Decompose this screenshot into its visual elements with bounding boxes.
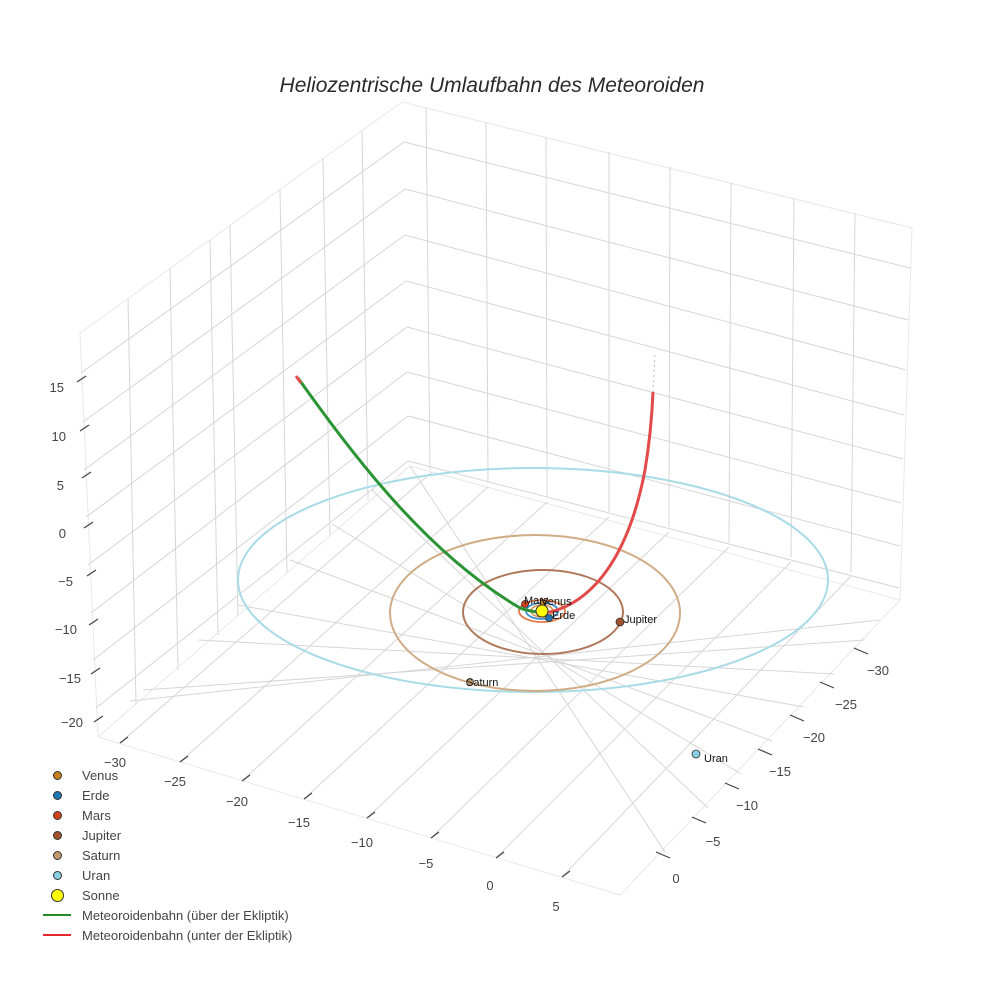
mars-marker-icon xyxy=(52,810,62,820)
legend-item-erde[interactable]: Erde xyxy=(38,785,292,805)
y-tick-0: 0 xyxy=(672,871,679,886)
jupiter-label: Jupiter xyxy=(624,614,657,626)
erde-marker xyxy=(545,614,553,622)
mars-marker xyxy=(521,600,529,608)
saturn-orbit xyxy=(389,534,681,692)
saturn-label: Saturn xyxy=(466,677,498,689)
uran-orbit xyxy=(237,467,829,693)
planet-markers[interactable] xyxy=(466,599,701,759)
drop-line xyxy=(652,353,656,393)
y-tick-m15: −15 xyxy=(769,764,791,779)
legend: Venus Erde Mars Jupiter Saturn Uran Sonn… xyxy=(38,765,292,945)
z-tick-m20: −20 xyxy=(61,715,83,730)
y-tick-m5: −5 xyxy=(706,834,721,849)
x-tick-m20: −20 xyxy=(226,794,248,809)
back-wall-grid xyxy=(401,101,913,601)
x-tick-m25: −25 xyxy=(164,774,186,789)
erde-label: Erde xyxy=(552,610,575,622)
legend-item-jupiter[interactable]: Jupiter xyxy=(38,825,292,845)
red-line-icon xyxy=(43,934,71,936)
legend-item-mars[interactable]: Mars xyxy=(38,805,292,825)
z-tick-15: 15 xyxy=(50,380,64,395)
x-axis: −30 −25 −20 −15 −10 −5 0 5 xyxy=(104,736,571,914)
z-tick-m10: −10 xyxy=(55,622,77,637)
y-tick-m20: −20 xyxy=(803,730,825,745)
x-tick-m10: −10 xyxy=(351,835,373,850)
jupiter-orbit xyxy=(462,569,624,655)
legend-item-trajectory-below[interactable]: Meteoroidenbahn (unter der Ekliptik) xyxy=(38,925,292,945)
legend-item-saturn[interactable]: Saturn xyxy=(38,845,292,865)
y-tick-m25: −25 xyxy=(835,697,857,712)
z-tick-0: 0 xyxy=(59,526,66,541)
trajectory-below-ecliptic xyxy=(544,391,655,615)
y-axis: −30 −25 −20 −15 −10 −5 0 xyxy=(655,647,889,886)
z-tick-10: 10 xyxy=(52,429,66,444)
legend-item-trajectory-above[interactable]: Meteoroidenbahn (über der Ekliptik) xyxy=(38,905,292,925)
mars-label: Mars xyxy=(524,595,549,607)
erde-marker-icon xyxy=(52,790,62,800)
meteoroid-trajectory xyxy=(294,353,656,615)
green-line-icon xyxy=(43,914,71,916)
sonne-marker xyxy=(535,604,549,618)
x-tick-m15: −15 xyxy=(288,815,310,830)
saturn-marker xyxy=(466,678,474,686)
venus-label: Venus xyxy=(541,596,572,608)
x-tick-5: 5 xyxy=(552,899,559,914)
planet-labels: Uran Saturn Jupiter Mars Venus Erde xyxy=(466,595,728,765)
x-tick-m5: −5 xyxy=(419,856,434,871)
z-tick-m5: −5 xyxy=(58,574,73,589)
jupiter-marker xyxy=(615,617,625,627)
y-tick-m30: −30 xyxy=(867,663,889,678)
legend-item-sonne[interactable]: Sonne xyxy=(38,885,292,905)
trajectory-end-red-top xyxy=(294,375,303,384)
left-wall-grid xyxy=(79,101,409,738)
x-tick-0: 0 xyxy=(486,878,493,893)
z-tick-m15: −15 xyxy=(59,671,81,686)
trajectory-above-ecliptic xyxy=(296,377,546,615)
x-tick-m30: −30 xyxy=(104,755,126,770)
sonne-marker-icon xyxy=(50,888,64,902)
uran-marker xyxy=(691,749,701,759)
planet-orbits xyxy=(237,467,829,693)
chart-title: Heliozentrische Umlaufbahn des Meteoroid… xyxy=(279,74,705,97)
z-tick-5: 5 xyxy=(57,478,64,493)
uran-label: Uran xyxy=(704,753,728,765)
venus-marker-icon xyxy=(52,770,62,780)
z-axis: 15 10 5 0 −5 −10 −15 −20 xyxy=(50,375,104,730)
floor-grid xyxy=(97,465,901,896)
legend-item-venus[interactable]: Venus xyxy=(38,765,292,785)
legend-item-uran[interactable]: Uran xyxy=(38,865,292,885)
saturn-marker-icon xyxy=(52,850,62,860)
uran-marker-icon xyxy=(52,870,62,880)
jupiter-marker-icon xyxy=(52,830,62,840)
y-tick-m10: −10 xyxy=(736,798,758,813)
